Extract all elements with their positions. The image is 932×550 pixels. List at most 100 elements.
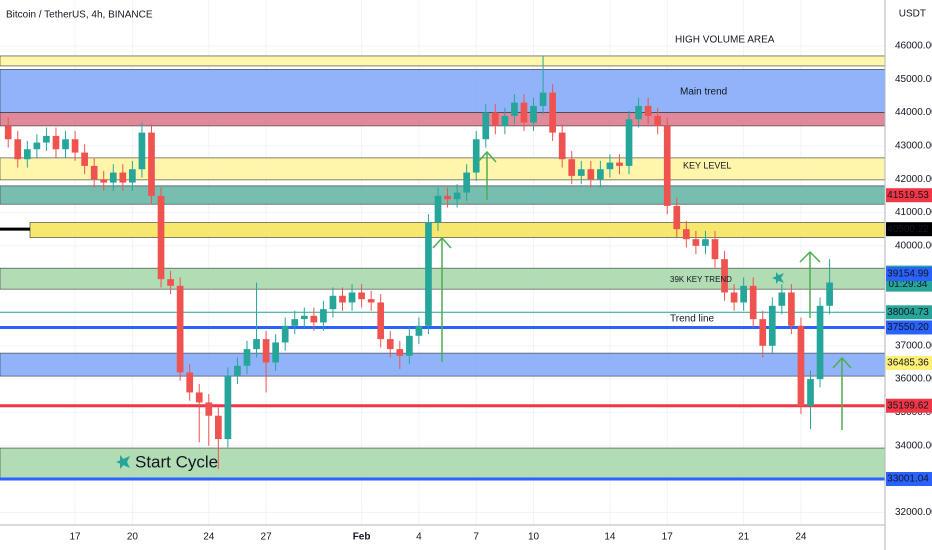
candle-body (472, 139, 480, 173)
candle-body (730, 292, 738, 303)
zone (0, 68, 886, 113)
candle-body (157, 195, 165, 280)
y-tick-label: 46000.00 (895, 41, 932, 52)
x-tick-label: 27 (261, 532, 273, 543)
candle-body (329, 295, 337, 310)
candle-body (511, 102, 518, 116)
candle-body (654, 115, 662, 126)
icon (116, 455, 130, 469)
candle-body (195, 392, 203, 403)
candle-body (721, 259, 728, 293)
candle-body (520, 102, 528, 123)
candle-body (491, 112, 499, 126)
candle-body (320, 309, 327, 323)
candle-body (816, 305, 824, 380)
arrow (477, 150, 497, 200)
candle-body (711, 239, 719, 260)
price-tag-label: 35199.62 (887, 400, 929, 411)
icon (772, 272, 784, 284)
candle-body (62, 139, 69, 150)
arrows (432, 150, 852, 430)
candle-body (597, 169, 604, 180)
candle-body (749, 285, 757, 320)
price-tag (886, 188, 932, 203)
candle-body (243, 349, 251, 366)
annotation: Main trend (680, 87, 727, 98)
candle-body (138, 132, 146, 170)
y-tick-label: 37000.00 (895, 340, 932, 351)
chart-title: Bitcoin / TetherUS, 4h, BINANCE (6, 10, 153, 21)
price-tag (886, 266, 932, 281)
candle-body (339, 295, 346, 303)
candle-body (71, 139, 79, 153)
candle-body (291, 319, 299, 326)
arrow (799, 250, 821, 318)
candle-body (348, 292, 356, 303)
x-tick-label: 21 (738, 532, 750, 543)
candle-body (759, 319, 767, 346)
x-tick-label: 4 (416, 532, 422, 543)
candle-body (214, 415, 222, 440)
candle-body (673, 205, 681, 230)
y-tick-label: 36000.00 (895, 374, 932, 385)
candle-body (119, 172, 127, 183)
candle-body (768, 305, 776, 346)
zone (0, 112, 886, 127)
candle-body (205, 402, 213, 416)
axis-unit: USDT (899, 9, 926, 20)
x-tick-label: 7 (473, 532, 479, 543)
candle-body (4, 125, 12, 140)
candle-body (386, 339, 394, 350)
y-tick-label: 42000.00 (895, 174, 932, 185)
candle-body (415, 325, 423, 336)
candle-body (43, 135, 50, 143)
y-tick-label: 40000.00 (895, 240, 932, 251)
candle-body (778, 292, 786, 306)
candle-body (549, 92, 556, 133)
candle-body (81, 152, 88, 166)
x-tick-label: 14 (604, 532, 616, 543)
candle-body (109, 172, 117, 183)
candle-body (539, 92, 547, 106)
candle-body (682, 229, 690, 240)
candle-body (396, 349, 404, 356)
candle-body (587, 169, 595, 180)
price-tag (886, 320, 932, 335)
x-tick-label: 17 (662, 532, 674, 543)
candle-body (406, 335, 413, 356)
price-tag-label: 41519.53 (887, 190, 929, 201)
candle-body (625, 119, 633, 166)
countdown: 01:29:34 (889, 279, 928, 290)
candle-body (281, 325, 289, 343)
annotation: Start Cycle (135, 452, 218, 471)
y-tick-label: 44000.00 (895, 107, 932, 118)
candle-body (186, 372, 194, 393)
annotation: KEY LEVEL (683, 160, 731, 170)
candle-body (558, 132, 566, 160)
candle-body (148, 132, 155, 196)
candle-body (530, 105, 537, 123)
x-tick-label: Feb (353, 532, 371, 543)
price-tag-label: 37550.20 (887, 322, 929, 333)
x-tick-label: 17 (70, 532, 82, 543)
price-tag-label: 40500.22 (887, 224, 929, 235)
x-tick-label: 10 (528, 532, 540, 543)
candle-body (616, 162, 623, 166)
y-tick-label: 43000.00 (895, 141, 932, 152)
plot-area (0, 0, 886, 525)
candle-body (33, 142, 41, 150)
candle-body (788, 292, 795, 326)
candle-body (129, 169, 136, 183)
price-tag (886, 222, 932, 237)
candle-body (568, 159, 576, 176)
candle-body (272, 342, 279, 363)
price-tag (886, 398, 932, 413)
candle-body (23, 149, 31, 160)
candle-body (826, 282, 833, 306)
x-tick-label: 24 (203, 532, 215, 543)
candle-body (463, 172, 471, 193)
candle-body (692, 239, 700, 246)
x-tick-label: 20 (127, 532, 139, 543)
price-tag-label: 39154.99 (887, 269, 929, 280)
